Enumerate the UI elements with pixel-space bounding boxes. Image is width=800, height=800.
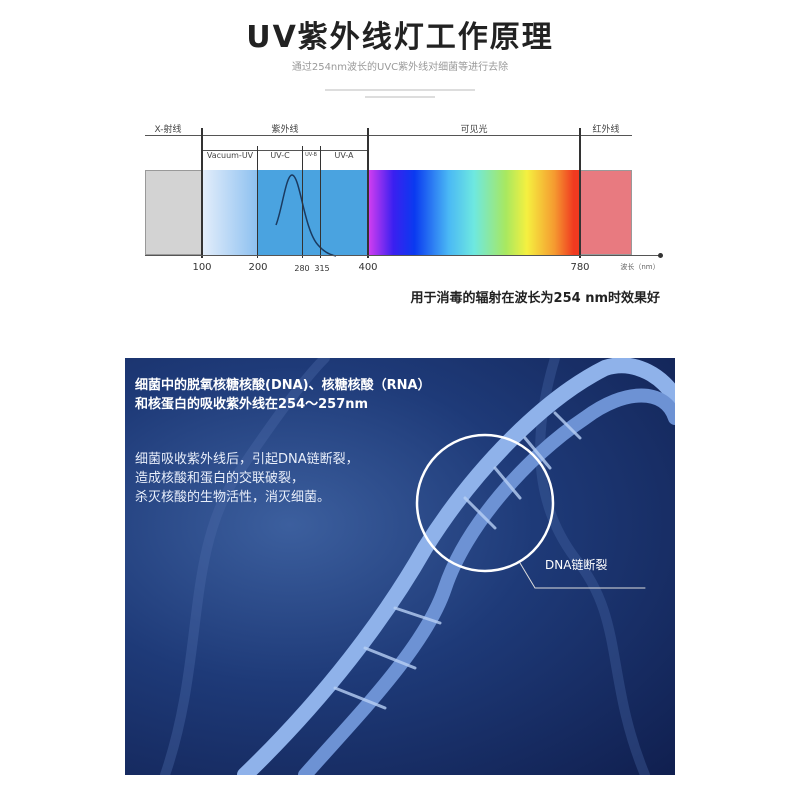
dna-helix-illustration: [160, 358, 675, 775]
subband-uvc: UV-C: [270, 151, 290, 160]
subtitle: 通过254nm波长的UVC紫外线对细菌等进行去除: [291, 62, 509, 73]
visible-band: [368, 170, 580, 255]
wavelength-axis: [145, 255, 660, 256]
tick-200: 200: [248, 262, 268, 273]
magnifier-circle: [415, 433, 555, 573]
region-infrared: 红外线: [592, 125, 620, 135]
axis-label: 波长（nm）: [620, 263, 660, 271]
infrared-band: [580, 170, 632, 255]
boundary-315: [320, 146, 321, 258]
region-visible: 可见光: [460, 125, 488, 135]
absorption-text: 细菌中的脱氧核糖核酸(DNA)、核糖核酸（RNA） 和核蛋白的吸收紫外线在254…: [135, 378, 431, 412]
page-title: UV紫外线灯工作原理: [246, 20, 554, 55]
axis-arrow: [658, 253, 663, 258]
subband-uvb: UV-B: [305, 152, 317, 158]
region-xray: X-射线: [154, 125, 182, 135]
region-uv: 紫外线: [271, 125, 299, 135]
tick-315: 315: [314, 264, 330, 273]
absorption-curve: [275, 174, 337, 257]
tick-280: 280: [294, 264, 310, 273]
fine-print-line: [0, 83, 800, 102]
subband-uva: UV-A: [334, 151, 354, 160]
dna-panel: 细菌中的脱氧核糖核酸(DNA)、核糖核酸（RNA） 和核蛋白的吸收紫外线在254…: [125, 358, 675, 775]
xray-band: [145, 170, 202, 255]
dna-break-callout: DNA链断裂: [545, 558, 608, 572]
uv-band: [258, 170, 368, 255]
subband-vacuum-uv: Vacuum-UV: [206, 151, 254, 160]
tick-100: 100: [192, 262, 212, 273]
boundary-280: [302, 146, 303, 258]
boundary-780: [579, 128, 581, 258]
subband-line: [202, 150, 368, 151]
boundary-100: [201, 128, 203, 258]
mechanism-text: 细菌吸收紫外线后，引起DNA链断裂， 造成核酸和蛋白的交联破裂， 杀灭核酸的生物…: [135, 452, 359, 505]
tick-400: 400: [358, 262, 378, 273]
fine-print-line: [0, 76, 800, 95]
tick-780: 780: [570, 262, 590, 273]
boundary-200: [257, 146, 258, 258]
disinfection-note: 用于消毒的辐射在波长为254 nm时效果好: [410, 291, 660, 306]
region-line: [145, 135, 632, 136]
boundary-400: [367, 128, 369, 258]
vacuum-uv-band: [202, 170, 258, 255]
